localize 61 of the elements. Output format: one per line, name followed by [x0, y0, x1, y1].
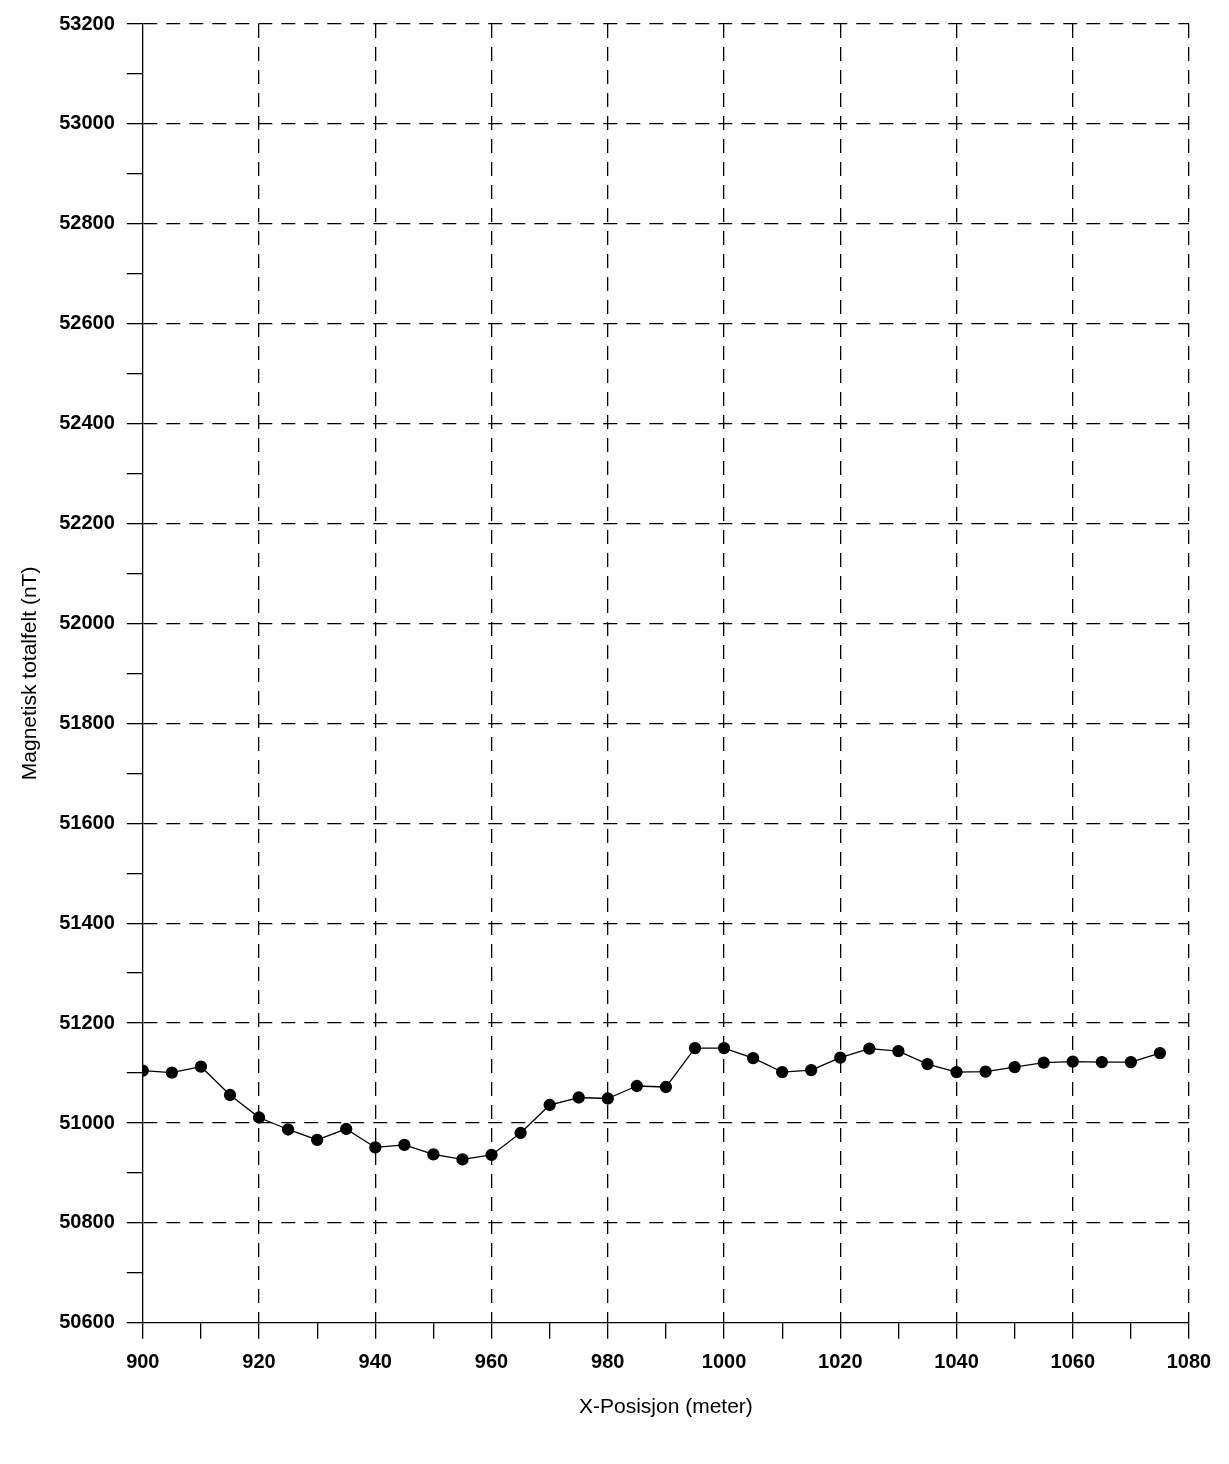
y-tick-label: 53000 [59, 111, 115, 134]
point [688, 1041, 702, 1055]
point [223, 1088, 237, 1102]
point [194, 1060, 208, 1073]
point [165, 1066, 179, 1079]
point [921, 1057, 934, 1071]
point [776, 1065, 789, 1079]
point [311, 1133, 324, 1147]
point [1037, 1056, 1050, 1069]
y-tick-label: 50800 [59, 1210, 115, 1233]
y-tick-label: 50600 [59, 1310, 115, 1333]
point [717, 1041, 731, 1055]
point [892, 1044, 905, 1058]
x-axis-title: X-Posisjon (meter) [578, 1394, 753, 1418]
y-tick-label: 51400 [59, 910, 115, 933]
point [630, 1079, 643, 1093]
point [834, 1051, 847, 1064]
y-tick-label: 51200 [59, 1010, 115, 1033]
point [863, 1042, 876, 1055]
y-tick-label: 51600 [59, 810, 115, 833]
x-tick-label: 1080 [1166, 1350, 1212, 1373]
point [1124, 1055, 1138, 1069]
point [252, 1111, 266, 1124]
y-axis-title: Magnetisk totalfelt (nT) [17, 566, 41, 781]
point [1095, 1055, 1108, 1069]
point [805, 1063, 818, 1077]
point [1066, 1055, 1079, 1068]
y-tick-label: 52800 [59, 211, 115, 234]
point [1153, 1046, 1167, 1060]
point [659, 1080, 673, 1094]
point [427, 1148, 440, 1161]
y-tick-label: 52600 [59, 311, 115, 334]
y-tick-label: 52000 [59, 610, 115, 633]
point [979, 1065, 992, 1078]
y-tick-label: 52200 [59, 511, 115, 534]
y-tick-label: 52400 [59, 411, 115, 434]
x-tick-label: 900 [126, 1350, 160, 1373]
point [485, 1148, 498, 1162]
point [572, 1091, 585, 1104]
x-tick-label: 940 [358, 1350, 392, 1373]
x-tick-label: 1020 [818, 1350, 863, 1373]
x-tick-label: 1060 [1050, 1350, 1096, 1373]
x-tick-label: 1040 [934, 1350, 979, 1373]
point [950, 1065, 963, 1079]
point [456, 1153, 469, 1166]
point [1008, 1060, 1021, 1074]
point [746, 1051, 760, 1065]
y-tick-label: 53200 [59, 11, 115, 34]
point [514, 1126, 527, 1140]
point [340, 1122, 353, 1136]
x-tick-label: 920 [242, 1350, 276, 1373]
point [601, 1092, 614, 1105]
y-tick-label: 51000 [59, 1110, 115, 1133]
x-tick-label: 960 [474, 1350, 509, 1373]
point [281, 1123, 295, 1136]
y-tick-label: 51800 [59, 710, 115, 733]
x-tick-label: 1000 [701, 1350, 747, 1373]
point [369, 1141, 382, 1154]
point [398, 1138, 411, 1152]
point [543, 1098, 556, 1112]
x-tick-label: 980 [591, 1350, 625, 1373]
